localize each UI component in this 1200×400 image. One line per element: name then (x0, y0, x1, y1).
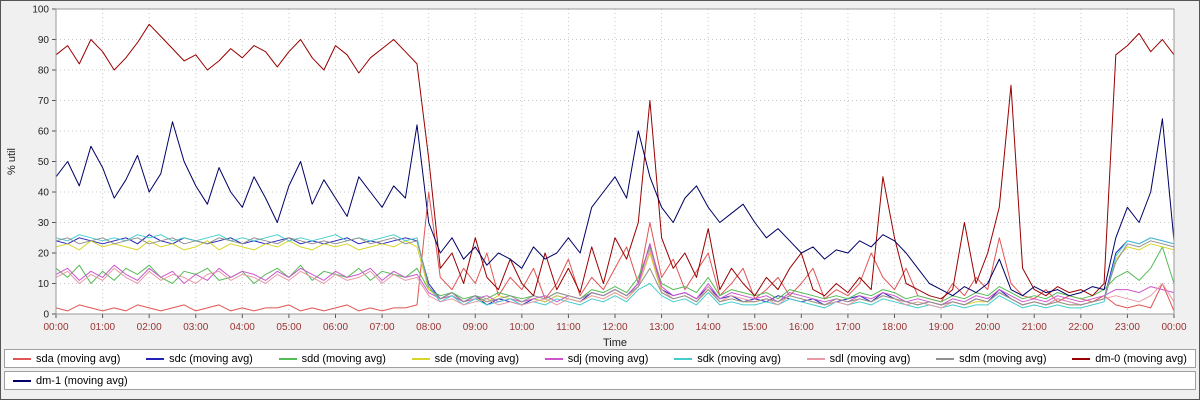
x-tick-label: 01:00 (90, 322, 115, 333)
series-line-sda (55, 191, 1175, 312)
legend-color-swatch (936, 357, 955, 360)
legend-color-swatch (411, 357, 430, 360)
x-tick-label: 21:00 (1022, 322, 1047, 333)
legend-item-sda: sda (moving avg) (13, 353, 120, 365)
legend-item-sdm: sdm (moving avg) (936, 352, 1047, 365)
legend-item-sde: sde (moving avg) (411, 352, 520, 365)
x-tick-label: 13:00 (649, 322, 674, 333)
x-tick-label: 23:00 (1115, 322, 1140, 333)
x-tick-label: 02:00 (137, 322, 162, 333)
utilization-line-chart: 0 10 20 30 40 50 60 70 80 90 100 00:00 01:00 02:00 03:… (6, 5, 1187, 350)
legend-color-swatch (1072, 357, 1091, 360)
y-tick-label: 10 (38, 279, 50, 290)
y-tick-label: 80 (38, 66, 50, 77)
x-tick-label: 19:00 (929, 322, 954, 333)
legend-color-swatch (806, 357, 825, 360)
x-tick-label: 09:00 (463, 322, 488, 333)
x-tick-label: 04:00 (230, 322, 255, 333)
x-tick-label: 00:00 (43, 322, 68, 333)
legend-item-sdk: sdk (moving avg) (674, 353, 781, 365)
legend-color-swatch (13, 357, 31, 360)
legend-label: sdj (moving avg) (567, 352, 649, 365)
legend-label: sdm (moving avg) (959, 352, 1047, 365)
legend-color-swatch (278, 357, 297, 360)
legend-label: sdl (moving avg) (829, 352, 911, 365)
x-tick-label: 03:00 (183, 322, 208, 333)
y-tick-label: 50 (38, 157, 50, 168)
y-tick-label: 0 (43, 310, 49, 321)
series-line-dm-1 (55, 118, 1175, 297)
x-tick-label: 10:00 (509, 322, 534, 333)
y-tick-label: 60 (38, 127, 50, 138)
series-line-sdk (55, 234, 1175, 309)
legend-item-dm-1: dm-1 (moving avg) (13, 375, 128, 387)
y-tick-label: 20 (38, 249, 50, 260)
chart-area: 0 10 20 30 40 50 60 70 80 90 100 00:00 01:00 02:00 03:… (1, 1, 1199, 350)
plot-border (55, 8, 1175, 315)
legend-label: sdd (moving avg) (301, 352, 386, 365)
legend-color-swatch (13, 379, 31, 382)
legend-item-sdd: sdd (moving avg) (278, 352, 386, 365)
x-tick-label: 06:00 (323, 322, 348, 333)
series-line-dm-0 (55, 23, 1175, 300)
legend-item-sdc: sdc (moving avg) (146, 353, 253, 365)
legend-label: dm-0 (moving avg) (1095, 352, 1187, 365)
x-tick-label: 18:00 (882, 322, 907, 333)
legend-label: sdc (moving avg) (169, 352, 253, 365)
y-tick-label: 100 (32, 5, 49, 16)
legend-row: dm-1 (moving avg) (4, 371, 1196, 390)
x-tick-label: 11:00 (556, 322, 581, 333)
x-tick-label: 20:00 (975, 322, 1000, 333)
x-axis-title: Time (603, 337, 627, 349)
x-tick-label: 15:00 (742, 322, 767, 333)
legend-item-sdj: sdj (moving avg) (544, 352, 649, 365)
x-tick-label: 14:00 (696, 322, 721, 333)
x-tick-label: 05:00 (276, 322, 301, 333)
x-tick-label: 00:00 (1161, 322, 1186, 333)
y-tick-label: 40 (38, 188, 50, 199)
y-tick-label: 70 (38, 96, 50, 107)
legend-label: dm-1 (moving avg) (36, 374, 128, 387)
legend-label: sde (moving avg) (434, 352, 520, 365)
legend-color-swatch (146, 357, 165, 360)
x-tick-label: 17:00 (835, 322, 860, 333)
x-tick-label: 08:00 (416, 322, 441, 333)
series-line-sdm (55, 237, 1175, 306)
y-tick-label: 30 (38, 218, 50, 229)
legend-item-sdl: sdl (moving avg) (806, 352, 911, 365)
x-tick-label: 12:00 (602, 322, 627, 333)
legend-label: sda (moving avg) (36, 352, 121, 365)
legend-row: sda (moving avg) sdc (moving avg) sdd (mov… (4, 349, 1196, 368)
x-tick-label: 16:00 (789, 322, 814, 333)
legend-label: sdk (moving avg) (697, 352, 781, 365)
y-tick-label: 90 (38, 35, 50, 46)
legend-item-dm-0: dm-0 (moving avg) (1072, 353, 1187, 365)
chart-legend: sda (moving avg) sdc (moving avg) sdd (mov… (1, 349, 1199, 390)
x-tick-label: 07:00 (370, 322, 395, 333)
legend-color-swatch (544, 357, 563, 360)
legend-color-swatch (674, 357, 693, 360)
x-tick-label: 22:00 (1068, 322, 1093, 333)
y-axis-title: % util (6, 148, 18, 175)
